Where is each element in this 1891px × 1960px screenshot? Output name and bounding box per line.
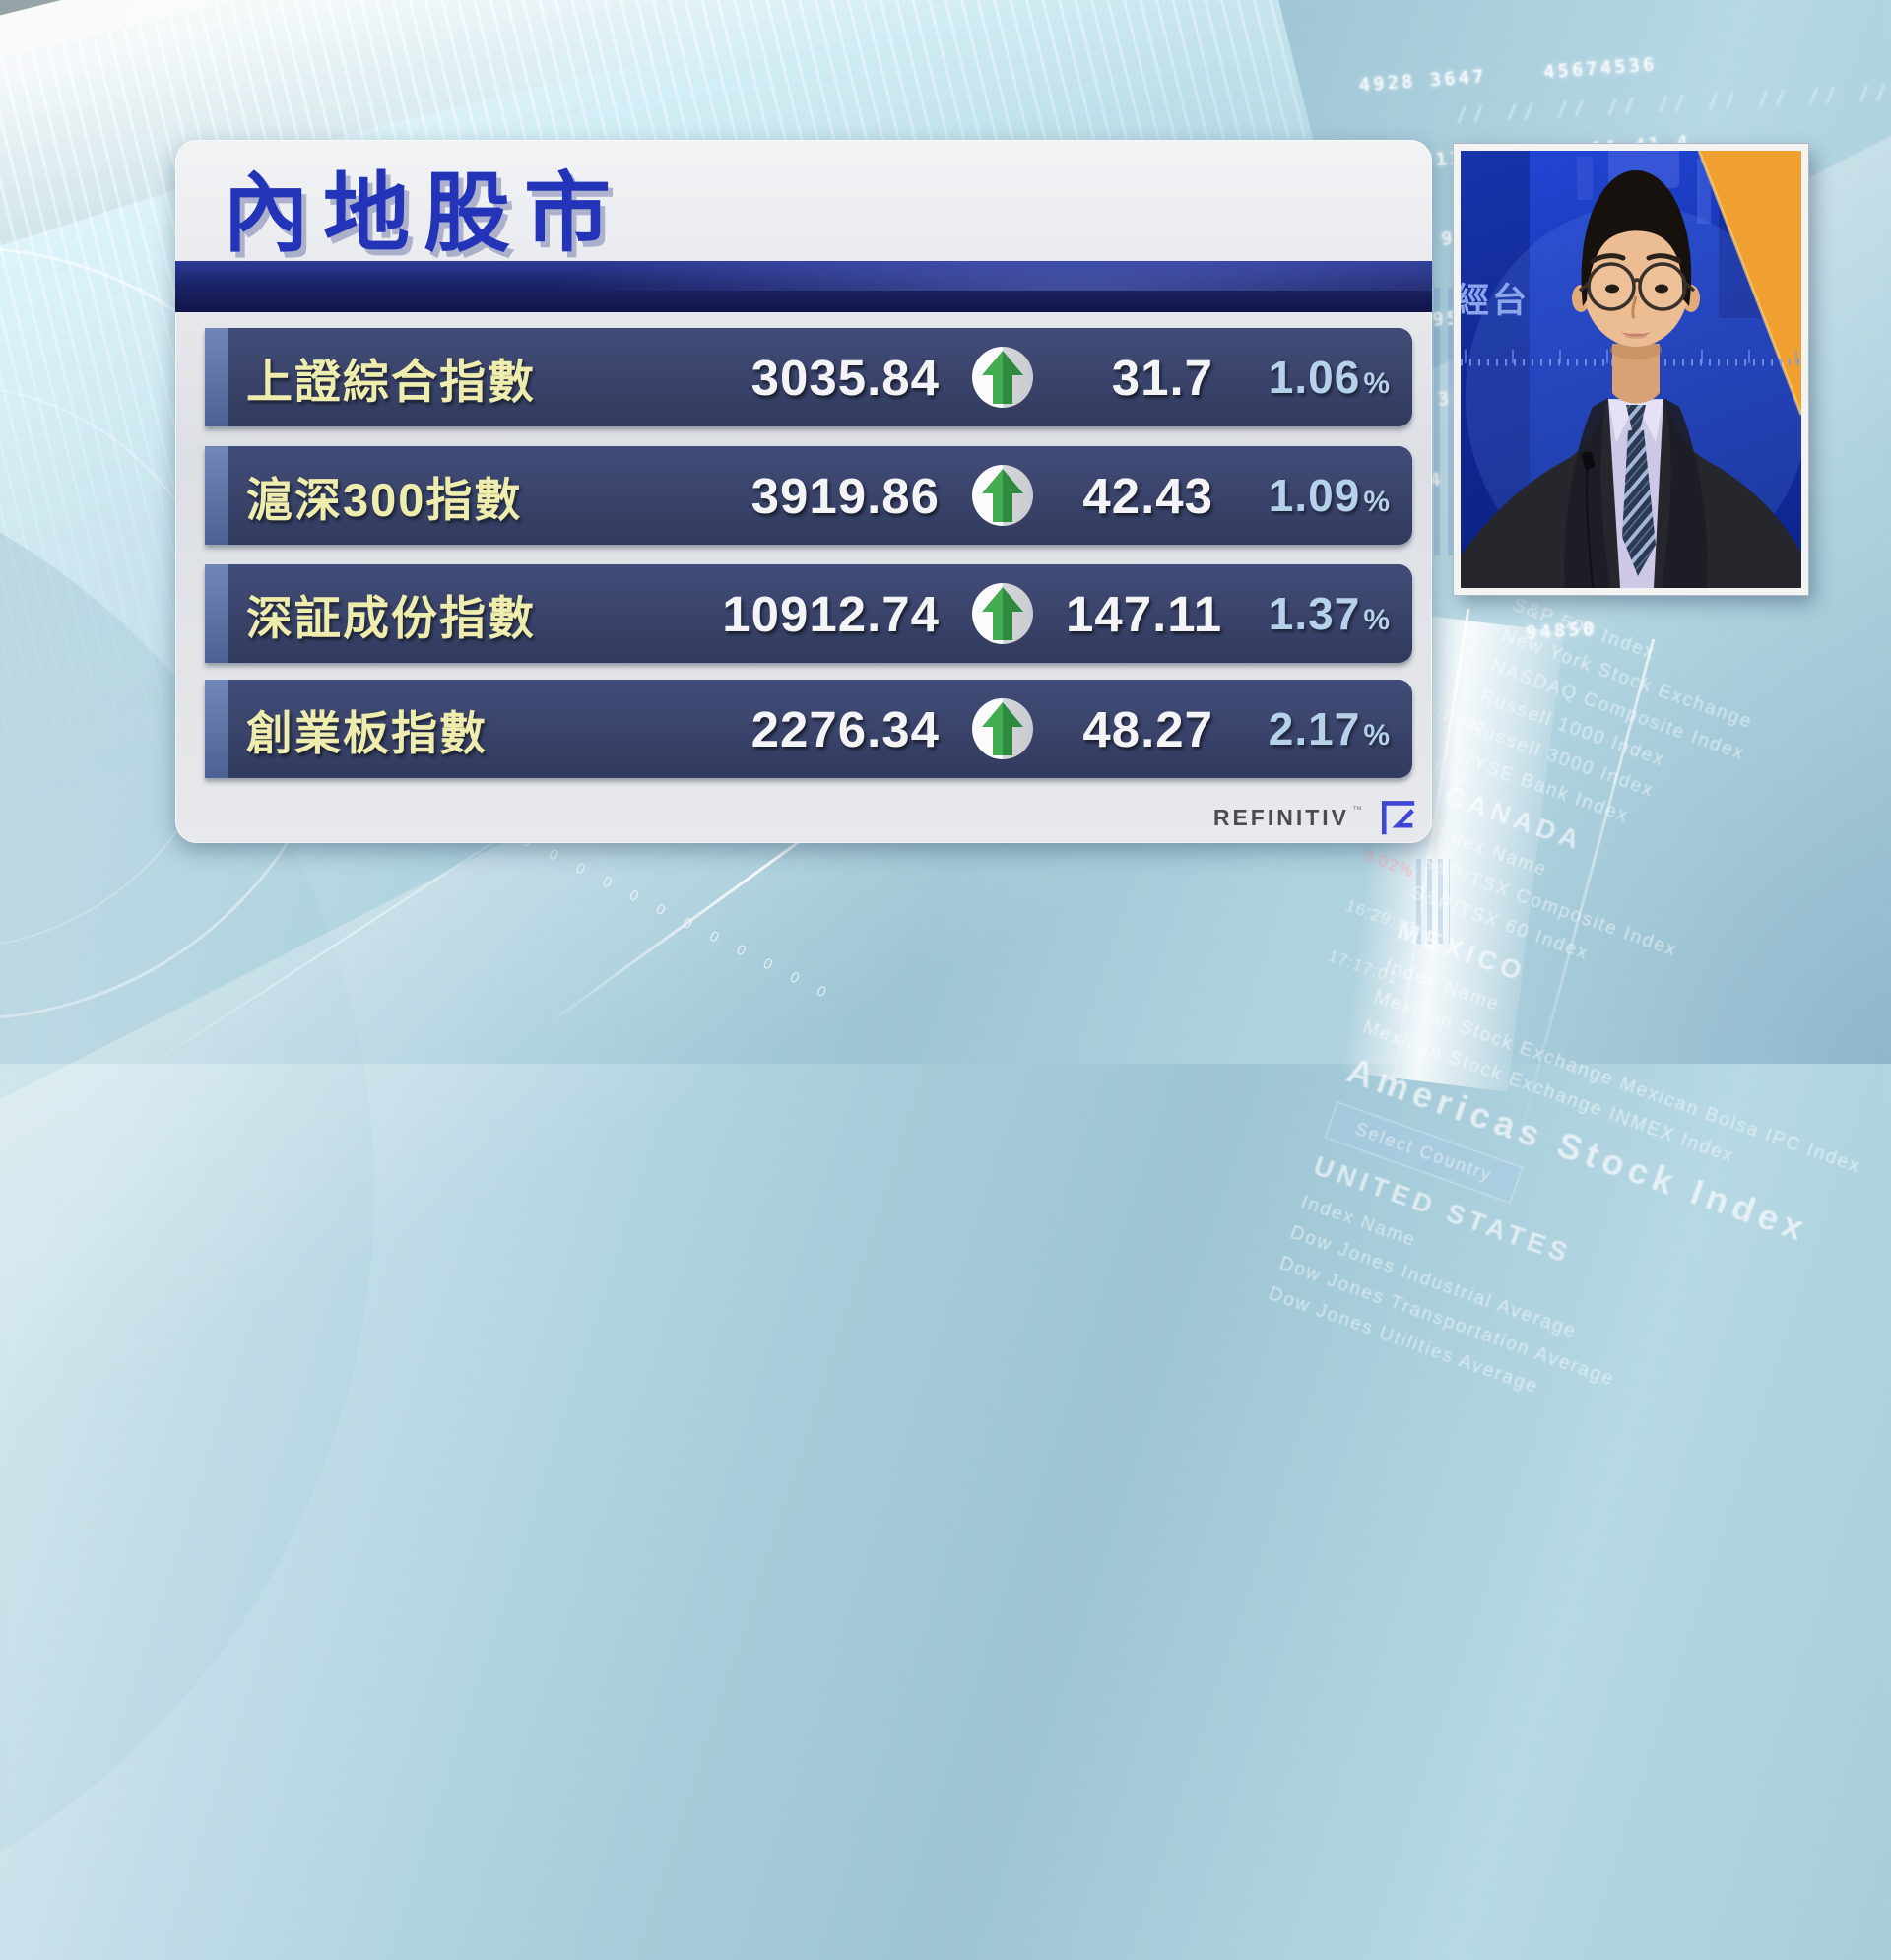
index-value: 3035.84: [750, 349, 940, 406]
index-percent: 2.17%: [1268, 703, 1391, 754]
index-change: 147.11: [1066, 585, 1223, 642]
eyebrow: [1590, 253, 1626, 264]
index-change: 42.43: [1082, 467, 1213, 524]
row-accent-bar: [205, 680, 228, 778]
panel-header-bar: [175, 261, 1432, 312]
index-name: 創業板指數: [246, 706, 488, 759]
tie-knot: [1626, 405, 1646, 430]
mic-cable: [1585, 467, 1594, 588]
index-percent: 1.37%: [1268, 588, 1391, 639]
anchor-video-inset: 經台: [1454, 144, 1808, 595]
index-row-chinext: 創業板指數 2276.34 48.27 2.17%: [205, 680, 1412, 778]
index-change: 48.27: [1082, 700, 1213, 757]
up-arrow-icon: [940, 346, 1066, 409]
index-percent: 1.09%: [1268, 470, 1391, 521]
studio-glyph: [1577, 157, 1593, 200]
eye: [1605, 284, 1619, 294]
news-anchor: [1461, 170, 1801, 588]
percent-sign: %: [1363, 604, 1391, 636]
studio-channel-text: 經台: [1461, 282, 1530, 320]
hair: [1581, 170, 1692, 306]
provider-name: REFINITIV: [1212, 804, 1349, 830]
index-row-shenzhen-component: 深証成份指數 10912.74 147.11 1.37%: [205, 564, 1412, 663]
index-value: 2276.34: [750, 700, 940, 757]
tie: [1622, 430, 1656, 576]
percent-sign: %: [1363, 719, 1391, 751]
neck: [1612, 344, 1660, 404]
lapel-mic: [1581, 451, 1596, 470]
trademark-mark: ™: [1352, 804, 1362, 816]
anchor-video: 經台: [1461, 151, 1801, 588]
index-change: 31.7: [1111, 349, 1213, 406]
index-percent: 1.06%: [1268, 352, 1391, 403]
row-accent-bar: [205, 564, 228, 663]
eye: [1655, 284, 1668, 294]
refinitiv-arrow-icon: [1382, 801, 1415, 835]
nose: [1631, 295, 1638, 319]
row-accent-bar: [205, 328, 228, 426]
up-arrow-icon: [940, 582, 1066, 645]
index-value: 3919.86: [750, 467, 940, 524]
index-name: 上證綜合指數: [246, 355, 536, 408]
data-provider: REFINITIV ™: [1213, 798, 1416, 837]
index-name: 滬深300指數: [246, 473, 523, 526]
index-name: 深証成份指數: [246, 591, 536, 644]
eyebrow: [1646, 253, 1682, 264]
panel-title: 內地股市: [223, 164, 625, 262]
index-value: 10912.74: [722, 585, 940, 642]
news-anchor-scene: 經台: [1461, 151, 1801, 588]
up-arrow-icon: [940, 697, 1066, 760]
index-row-csi300: 滬深300指數 3919.86 42.43 1.09%: [205, 446, 1412, 545]
index-row-shanghai-composite: 上證綜合指數 3035.84 31.7 1.06%: [205, 328, 1412, 426]
suit-lapel: [1662, 399, 1708, 588]
up-arrow-icon: [940, 464, 1066, 527]
market-data-panel: 內地股市 上證綜合指數 3035.84 31.7 1.06% 滬深300指數 3…: [175, 140, 1432, 843]
row-accent-bar: [205, 446, 228, 545]
percent-sign: %: [1363, 367, 1391, 400]
percent-sign: %: [1363, 486, 1391, 518]
background-bars-texture: [1416, 859, 1450, 944]
